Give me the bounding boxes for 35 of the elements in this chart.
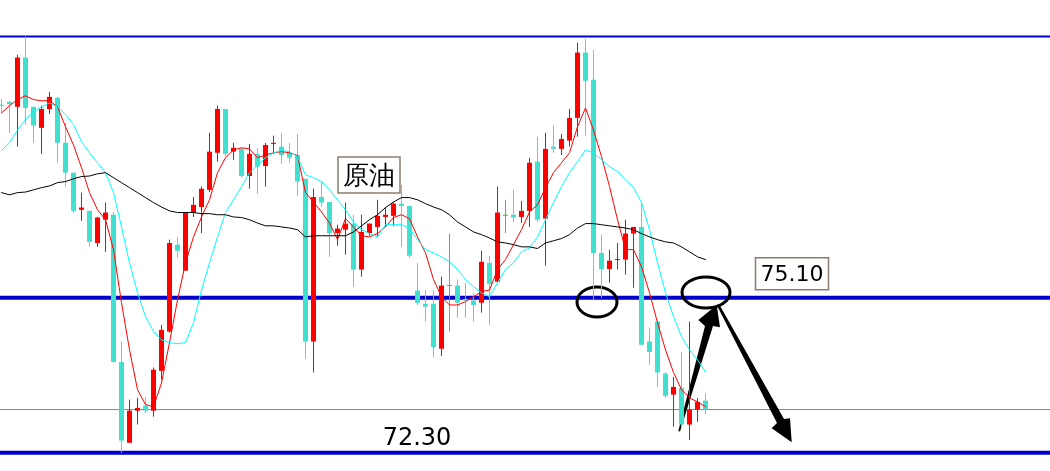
ref-line-label: 72.30 xyxy=(382,422,452,451)
candlestick xyxy=(247,143,252,190)
candlestick xyxy=(423,289,428,323)
candlestick xyxy=(615,242,620,271)
annotation: 原油 xyxy=(343,160,395,190)
candlestick xyxy=(447,233,452,333)
candlestick xyxy=(471,292,476,323)
candlestick xyxy=(511,189,516,223)
candlestick xyxy=(199,186,204,234)
candlestick xyxy=(335,224,340,247)
candlestick xyxy=(39,105,44,155)
candlestick xyxy=(79,192,84,222)
candlestick xyxy=(599,234,604,299)
candlestick xyxy=(463,282,468,319)
candlestick xyxy=(487,255,492,326)
candlestick xyxy=(287,142,292,164)
candlestick xyxy=(559,133,564,156)
candlestick xyxy=(343,202,348,256)
candlestick xyxy=(319,181,324,208)
candlestick xyxy=(375,199,380,238)
candlestick xyxy=(647,327,652,366)
candlestick xyxy=(519,200,524,224)
candlestick xyxy=(399,184,404,248)
candlestick xyxy=(567,108,572,148)
candlestick xyxy=(415,262,420,306)
candlestick xyxy=(663,371,668,399)
ref-line-label: 75.10 xyxy=(760,261,824,287)
candlestick xyxy=(391,201,396,227)
candlestick xyxy=(175,236,180,259)
candlestick xyxy=(135,397,140,426)
candlestick xyxy=(503,199,508,234)
candlestick xyxy=(191,196,196,218)
candlestick xyxy=(607,249,612,284)
candlestick xyxy=(455,279,460,319)
candlestick xyxy=(551,125,556,154)
